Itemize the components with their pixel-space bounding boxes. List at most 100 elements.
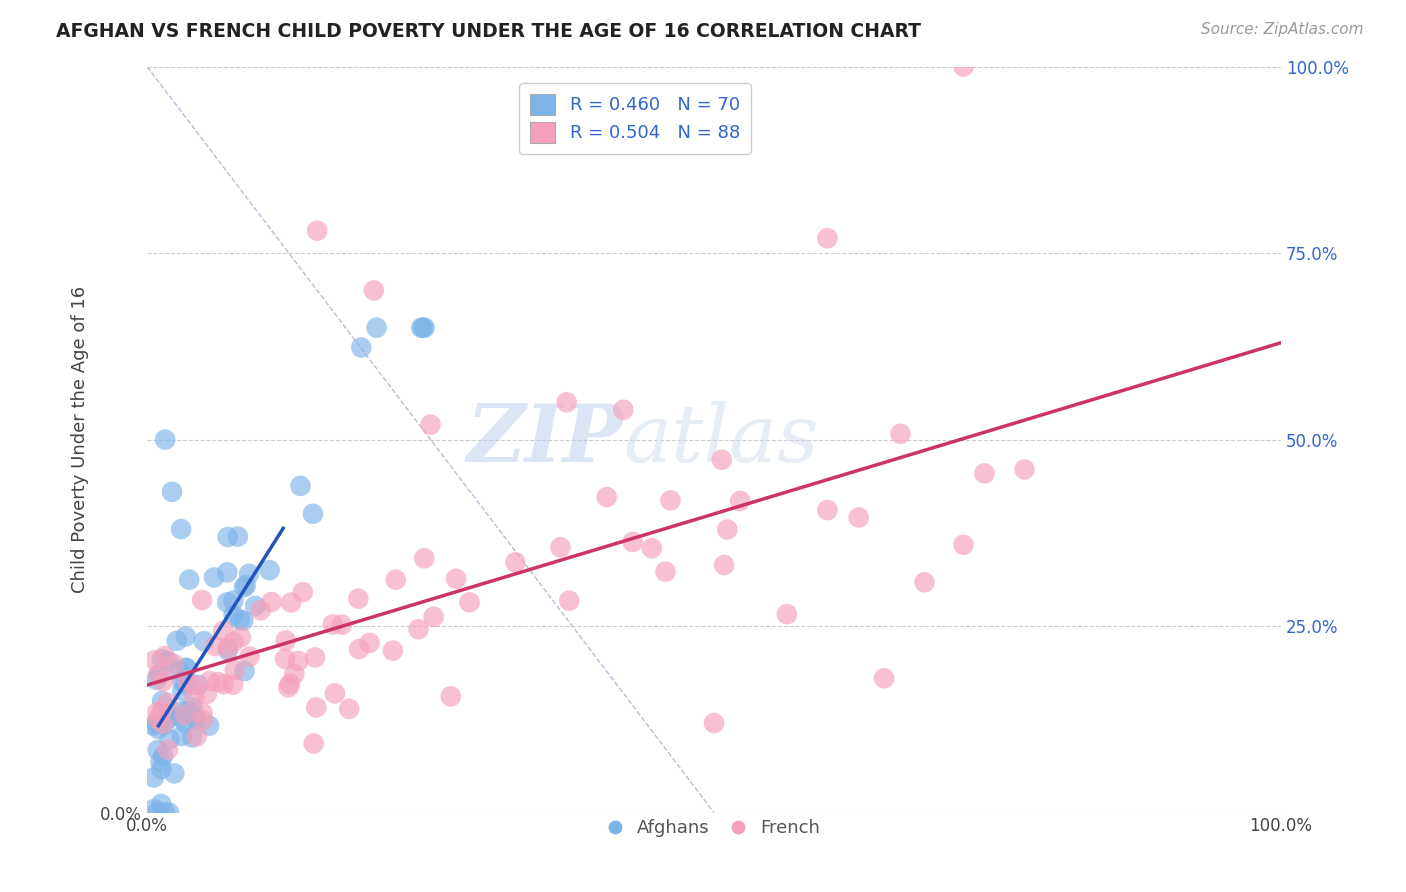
Point [440, 690, 463, 704]
Point [710, 452, 733, 467]
Point [150, 797, 173, 811]
Point [157, 654, 180, 668]
Point [222, 607, 245, 622]
Text: atlas: atlas [623, 401, 818, 478]
Point [413, 320, 436, 334]
Point [184, 714, 207, 728]
Point [217, 595, 239, 609]
Point [1014, 462, 1036, 476]
Point [243, 599, 266, 613]
Point [776, 607, 799, 622]
Y-axis label: Child Poverty Under the Age of 16: Child Poverty Under the Age of 16 [72, 286, 89, 593]
Point [323, 686, 346, 700]
Point [366, 320, 388, 334]
Point [229, 630, 252, 644]
Point [156, 742, 179, 756]
Point [143, 802, 166, 816]
Point [217, 566, 239, 580]
Point [283, 667, 305, 681]
Point [142, 771, 165, 785]
Point [259, 563, 281, 577]
Point [381, 643, 404, 657]
Point [413, 551, 436, 566]
Point [412, 320, 434, 334]
Point [146, 743, 169, 757]
Point [167, 664, 190, 678]
Point [621, 535, 644, 549]
Point [444, 572, 467, 586]
Point [157, 707, 180, 722]
Point [186, 730, 208, 744]
Point [713, 558, 735, 572]
Point [150, 762, 173, 776]
Point [238, 649, 260, 664]
Point [641, 541, 664, 556]
Point [408, 622, 430, 636]
Point [176, 704, 198, 718]
Point [595, 490, 617, 504]
Point [198, 674, 221, 689]
Point [150, 694, 173, 708]
Point [422, 609, 444, 624]
Point [728, 494, 751, 508]
Text: Source: ZipAtlas.com: Source: ZipAtlas.com [1201, 22, 1364, 37]
Point [146, 705, 169, 719]
Point [183, 690, 205, 705]
Point [157, 711, 180, 725]
Point [411, 320, 433, 334]
Point [212, 677, 235, 691]
Point [204, 639, 226, 653]
Point [274, 633, 297, 648]
Point [149, 755, 172, 769]
Point [212, 624, 235, 638]
Point [654, 565, 676, 579]
Point [238, 566, 260, 581]
Point [172, 683, 194, 698]
Point [148, 667, 170, 681]
Point [873, 671, 896, 685]
Point [174, 677, 197, 691]
Point [330, 617, 353, 632]
Point [153, 805, 176, 820]
Point [176, 661, 198, 675]
Point [157, 732, 180, 747]
Point [278, 677, 301, 691]
Point [952, 538, 974, 552]
Point [173, 707, 195, 722]
Point [703, 716, 725, 731]
Point [347, 591, 370, 606]
Point [659, 493, 682, 508]
Point [347, 642, 370, 657]
Point [716, 523, 738, 537]
Point [181, 678, 204, 692]
Point [217, 643, 239, 657]
Point [195, 687, 218, 701]
Point [280, 595, 302, 609]
Point [889, 426, 911, 441]
Point [166, 633, 188, 648]
Point [359, 636, 381, 650]
Point [224, 663, 246, 677]
Point [222, 593, 245, 607]
Point [146, 805, 169, 820]
Point [233, 580, 256, 594]
Point [174, 630, 197, 644]
Point [198, 718, 221, 732]
Point [157, 805, 180, 820]
Point [150, 652, 173, 666]
Point [290, 479, 312, 493]
Point [176, 673, 198, 688]
Point [337, 702, 360, 716]
Point [174, 661, 197, 675]
Point [155, 433, 177, 447]
Point [150, 705, 173, 719]
Point [505, 555, 527, 569]
Point [181, 700, 204, 714]
Point [193, 634, 215, 648]
Point [612, 402, 634, 417]
Point [152, 749, 174, 764]
Point [187, 678, 209, 692]
Point [291, 585, 314, 599]
Point [952, 60, 974, 74]
Point [304, 650, 326, 665]
